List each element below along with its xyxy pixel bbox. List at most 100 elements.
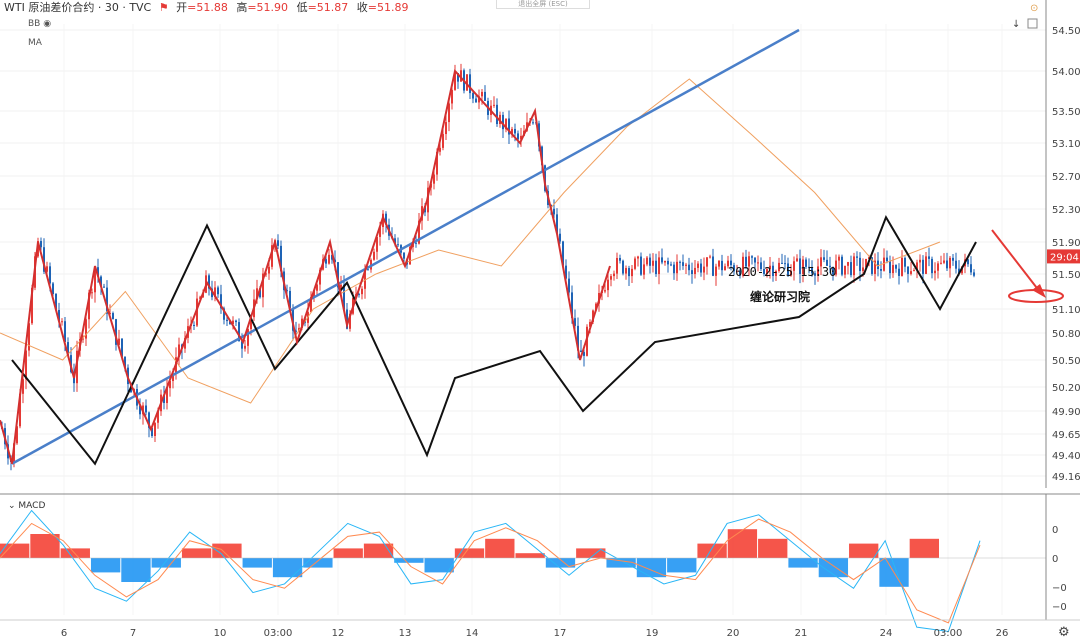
candle-body [64, 321, 66, 343]
candle-body [583, 352, 585, 356]
y-tick-label: 51.10 [1052, 305, 1080, 316]
arrow-line [991, 229, 1041, 293]
annotation-source: 缠论研习院 [750, 289, 810, 304]
expand-icon[interactable] [1027, 18, 1038, 29]
candle-body [916, 262, 918, 271]
y-tick-label: 54.00 [1052, 67, 1080, 78]
candle-body [172, 373, 174, 382]
fullscreen-hint[interactable]: 退出全屏 (ESC) [496, 0, 590, 9]
candle-body [607, 279, 609, 291]
candle-body [193, 324, 195, 326]
candle-body [694, 267, 696, 275]
candle-body [46, 266, 48, 272]
y-tick-label: 52.30 [1052, 205, 1080, 216]
candle-body [562, 241, 564, 266]
candle-body [907, 266, 909, 274]
candle-body [655, 260, 657, 275]
bb-label[interactable]: BB [28, 19, 41, 29]
macd-y-tick-label: −0 [1052, 602, 1067, 613]
flag-icon[interactable]: ⚑ [158, 1, 169, 14]
candle-body [265, 273, 267, 275]
macd-indicator-row[interactable]: ⌄ MACD [8, 501, 45, 511]
candle-body [250, 317, 252, 330]
candle-body [157, 411, 159, 423]
candle-body [715, 266, 717, 276]
candle-body [316, 284, 318, 291]
candle-body [808, 266, 810, 268]
ma-indicator-label[interactable]: MA [28, 38, 42, 48]
candle-body [508, 118, 510, 135]
candle-body [409, 246, 411, 265]
y-tick-label: 51.50 [1052, 270, 1080, 281]
macd-histogram-bar [727, 529, 758, 558]
down-arrow-icon[interactable]: ↓ [1012, 19, 1020, 30]
candle-body [67, 342, 69, 356]
macd-histogram-bar [758, 538, 788, 558]
candle-body [571, 292, 573, 319]
candle-body [295, 330, 297, 332]
chart-header: WTI 原油差价合约 · 30 · TVC ⚑ 开=51.88 高=51.90 … [4, 0, 414, 16]
candle-body [763, 269, 765, 274]
candle-body [565, 265, 567, 279]
gear-icon[interactable]: ⚙ [1058, 625, 1070, 640]
macd-histogram-bar [212, 543, 242, 558]
candle-body [613, 273, 615, 277]
candle-body [646, 257, 648, 265]
candle-body [244, 345, 246, 349]
macd-histogram-bar [333, 548, 363, 558]
candle-body [151, 427, 153, 437]
candle-body [589, 321, 591, 327]
high-label: 高 [236, 1, 248, 14]
alert-icon[interactable]: ⊙ [1030, 3, 1038, 14]
candle-body [700, 263, 702, 273]
symbol-label[interactable]: WTI 原油差价合约 · 30 · TVC [4, 1, 152, 14]
candle-body [901, 257, 903, 276]
candle-body [361, 288, 363, 295]
candle-body [247, 329, 249, 346]
candle-body [268, 266, 270, 274]
candle-body [169, 381, 171, 389]
candle-body [124, 356, 126, 368]
candle-body [466, 74, 468, 91]
macd-label[interactable]: MACD [18, 501, 46, 511]
candle-body [154, 422, 156, 437]
candle-body [439, 147, 441, 152]
candle-body [214, 287, 216, 298]
macd-histogram-bar [30, 534, 60, 558]
bb-indicator-row[interactable]: BB ◉ [28, 19, 51, 29]
candle-body [145, 405, 147, 413]
candle-body [850, 262, 852, 276]
candle-body [40, 241, 42, 248]
candle-body [226, 319, 228, 322]
candle-body [814, 273, 816, 276]
candle-body [577, 325, 579, 351]
macd-histogram-bar [909, 538, 939, 558]
candle-body [733, 265, 735, 272]
candle-body [679, 261, 681, 263]
eye-icon[interactable]: ◉ [43, 19, 52, 29]
candle-body [319, 269, 321, 285]
candle-body [139, 405, 141, 415]
candle-body [301, 318, 303, 328]
chevron-down-icon[interactable]: ⌄ [8, 501, 16, 511]
candle-body [865, 259, 867, 268]
candle-body [568, 278, 570, 293]
candle-body [874, 260, 876, 274]
candle-body [475, 98, 477, 103]
candle-body [256, 288, 258, 300]
candle-body [625, 268, 627, 274]
candle-body [622, 260, 624, 274]
candle-body [703, 266, 705, 273]
candle-body [505, 118, 507, 130]
candle-body [310, 296, 312, 313]
candle-body [841, 256, 843, 275]
x-tick-label: 21 [795, 628, 808, 639]
macd-histogram-bar [181, 548, 212, 558]
candle-body [346, 309, 348, 329]
trend-lines [0, 28, 977, 466]
candle-body [52, 283, 54, 294]
candle-body [880, 268, 882, 271]
close-label: 收 [356, 1, 368, 14]
candle-body [460, 70, 462, 82]
